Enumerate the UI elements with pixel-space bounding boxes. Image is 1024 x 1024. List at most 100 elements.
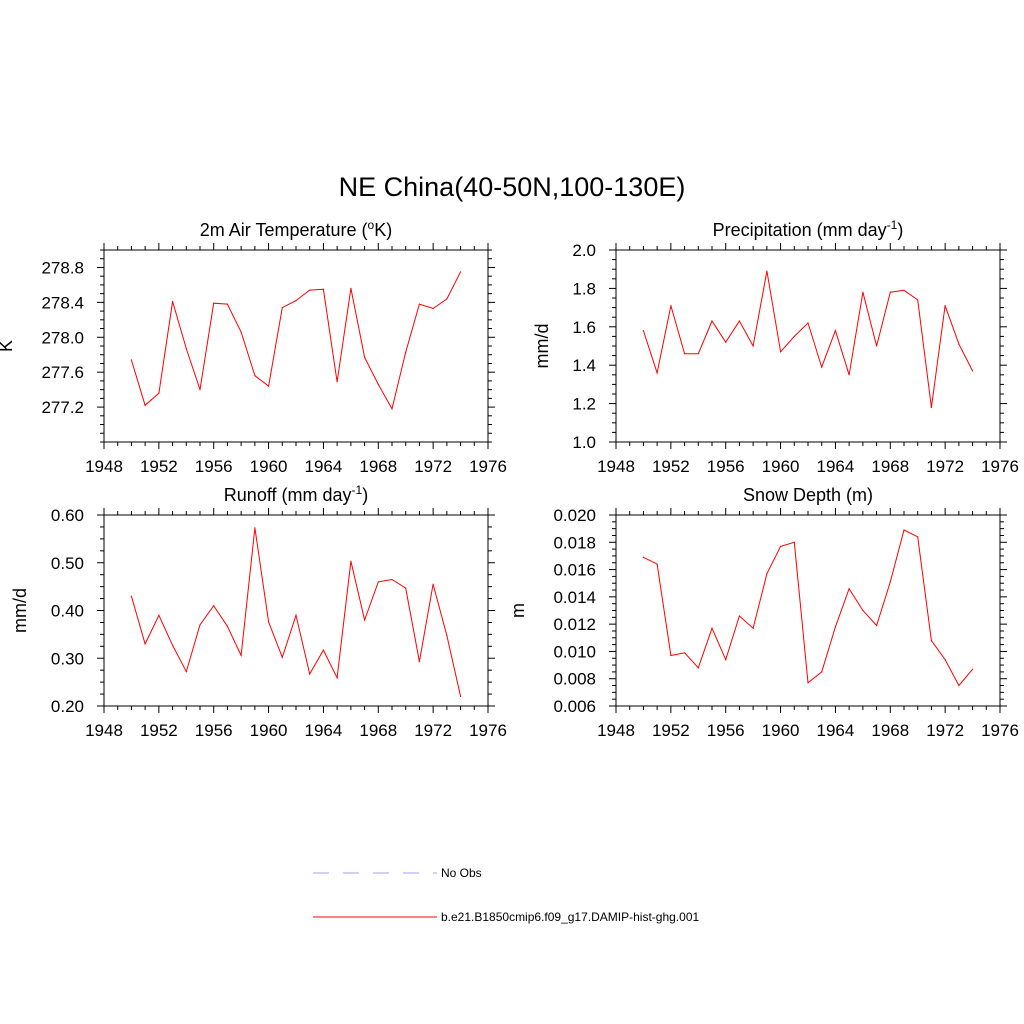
data-point (971, 370, 974, 372)
x-tick-label: 1956 (707, 721, 745, 740)
panel-runoff: Runoff (mm day-1) 1948 1952 1956 1960 1964 196… (10, 483, 507, 740)
x-tick-label: 1964 (817, 457, 855, 476)
x-tick-label: 1948 (85, 457, 123, 476)
data-point (254, 375, 256, 377)
data-point (254, 527, 256, 529)
x-tick-label: 1956 (195, 457, 233, 476)
x-tick-label: 1968 (871, 457, 909, 476)
panel-title: 2m Air Temperature (oK) (200, 218, 392, 240)
data-point (697, 353, 699, 355)
y-tick-label: 0.20 (51, 697, 84, 716)
data-point (725, 341, 727, 343)
data-point (350, 287, 352, 289)
series-line-model (642, 271, 974, 408)
data-point (144, 643, 146, 645)
legend: No Obs b.e21.B1850cmip6.f09_g17.DAMIP-hi… (313, 866, 699, 924)
panel-title-text-end: ) (897, 220, 903, 240)
data-point (377, 383, 379, 385)
data-point (459, 695, 462, 698)
y-tick-label: 277.2 (41, 398, 84, 417)
y-tick-label: 278.8 (41, 258, 84, 277)
y-tick-label: 1.6 (572, 318, 596, 337)
data-point (391, 578, 393, 581)
data-point (405, 351, 407, 353)
panel-title: Runoff (mm day-1) (224, 483, 368, 505)
y-tick-label: 0.010 (553, 642, 596, 661)
y-tick-label: 278.0 (41, 328, 84, 347)
data-point (226, 625, 229, 627)
plot-frame (615, 514, 1001, 707)
data-point (281, 307, 283, 309)
data-point (944, 659, 946, 661)
data-point (405, 587, 407, 589)
x-tick-label: 1948 (85, 721, 123, 740)
data-point (267, 385, 270, 387)
data-point (130, 595, 133, 597)
panel-title-text: Snow Depth (m) (743, 485, 873, 505)
x-tick-label: 1948 (597, 457, 635, 476)
y-tick-label: 0.018 (553, 533, 596, 552)
data-point (958, 343, 960, 345)
y-tick-label: 0.012 (553, 615, 596, 634)
panel-precipitation: Precipitation (mm day-1) 1948 1952 1956 1960… (532, 218, 1019, 476)
x-tick-label: 1976 (981, 457, 1019, 476)
data-point (875, 345, 878, 347)
data-point (917, 536, 919, 538)
data-point (656, 372, 658, 374)
y-tick-label: 2.0 (572, 241, 596, 260)
x-tick-label: 1956 (707, 457, 745, 476)
plot-frame (103, 514, 489, 707)
data-point (752, 627, 754, 629)
data-point (130, 359, 133, 361)
x-tick-label: 1976 (469, 457, 507, 476)
x-tick-label: 1976 (469, 721, 507, 740)
data-point (642, 556, 645, 558)
data-point (889, 291, 891, 293)
y-tick-label: 277.6 (41, 363, 84, 382)
data-point (862, 291, 864, 293)
data-point (240, 654, 242, 656)
data-point (240, 331, 242, 333)
y-tick-label: 0.40 (51, 602, 84, 621)
series-line-model (643, 529, 973, 687)
data-point (670, 305, 672, 307)
data-point (738, 615, 741, 617)
x-tick-label: 1960 (762, 721, 800, 740)
data-point (171, 644, 174, 646)
data-point (752, 345, 754, 347)
panel-air-temperature: 2m Air Temperature (oK) 1948 1952 1956 1960 1… (0, 218, 507, 476)
data-point (432, 583, 434, 585)
data-point (779, 351, 782, 353)
data-point (903, 529, 905, 531)
data-point (793, 541, 795, 543)
y-tick-label: 1.0 (572, 433, 596, 452)
data-point (309, 289, 311, 291)
x-tick-label: 1964 (817, 721, 855, 740)
panel-title-superscript: o (368, 218, 375, 232)
data-point (683, 353, 686, 355)
legend-label-no-obs: No Obs (441, 866, 482, 880)
x-tick-label: 1960 (762, 457, 800, 476)
data-point (363, 619, 366, 621)
data-point (807, 682, 809, 684)
panel-title-text: Runoff (mm day (224, 485, 352, 505)
x-tick-label: 1972 (414, 721, 452, 740)
data-point (418, 303, 421, 305)
panel-title-text-end: K) (374, 220, 392, 240)
data-point (711, 627, 713, 629)
data-point (930, 639, 933, 642)
y-axis-label: K (0, 340, 16, 352)
data-point (267, 621, 270, 623)
y-tick-label: 0.60 (51, 506, 84, 525)
panel-title-superscript: -1 (352, 483, 363, 497)
y-tick-label: 1.2 (572, 395, 596, 414)
panel-title: Precipitation (mm day-1) (713, 218, 904, 240)
data-point (766, 573, 768, 575)
data-point (350, 560, 352, 562)
data-point (944, 305, 946, 307)
panel-snow-depth: Snow Depth (m) 1948 1952 1956 1960 1964 1968 19… (508, 485, 1019, 740)
data-point (725, 659, 727, 661)
data-point (295, 614, 297, 616)
data-point (281, 656, 283, 658)
